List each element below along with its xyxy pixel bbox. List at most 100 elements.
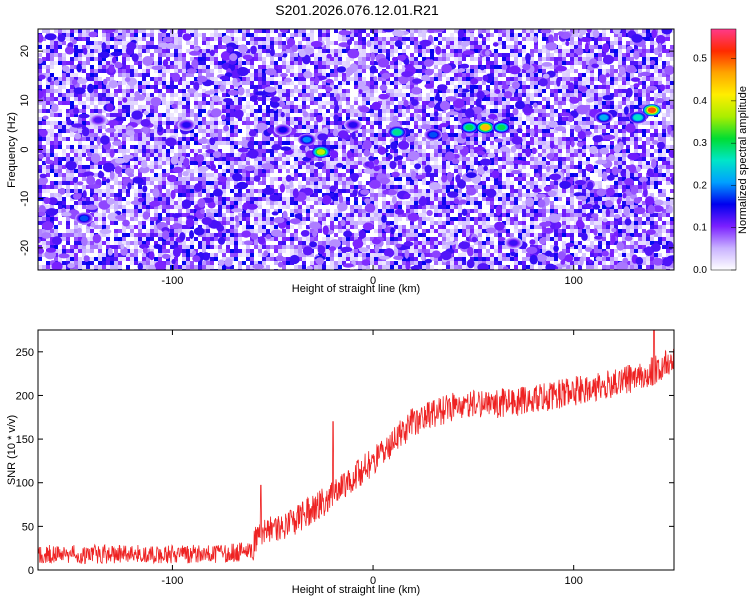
heatmap-cell [94, 57, 98, 61]
heatmap-cell [490, 177, 494, 181]
heatmap-cell [238, 129, 242, 133]
heatmap-cell [274, 85, 278, 89]
heatmap-cell [606, 101, 610, 105]
heatmap-cell [258, 121, 262, 125]
heatmap-cell [194, 37, 198, 41]
heatmap-cell [502, 73, 506, 77]
heatmap-cell [86, 105, 90, 109]
heatmap-cell [38, 165, 42, 169]
heatmap-cell [550, 93, 554, 97]
heatmap-cell [174, 165, 178, 169]
heatmap-cell [354, 149, 358, 153]
heatmap-cell [502, 89, 506, 93]
heatmap-cell [50, 125, 54, 129]
heatmap-cell [618, 105, 622, 109]
heatmap-cell [114, 113, 118, 117]
heatmap-cell [322, 117, 326, 121]
heatmap-cell [602, 129, 606, 133]
heatmap-cell [642, 61, 646, 65]
heatmap-cell [270, 81, 274, 85]
heatmap-cell [594, 169, 598, 173]
heatmap-cell [366, 93, 370, 97]
heatmap-cell [666, 157, 670, 161]
heatmap-cell [166, 121, 170, 125]
heatmap-cell [278, 85, 282, 89]
heatmap-cell [622, 121, 626, 125]
heatmap-cell [370, 73, 374, 77]
heatmap-cell [318, 177, 322, 181]
heatmap-cell [186, 41, 190, 45]
heatmap-cell [338, 105, 342, 109]
heatmap-cell [558, 181, 562, 185]
heatmap-cell [206, 77, 210, 81]
heatmap-cell [158, 145, 162, 149]
heatmap-cell [570, 41, 574, 45]
heatmap-cell [602, 81, 606, 85]
heatmap-cell [206, 37, 210, 41]
heatmap-cell [158, 77, 162, 81]
heatmap-cell [190, 189, 194, 193]
heatmap-cell [90, 137, 94, 141]
heatmap-cell [670, 105, 674, 109]
heatmap-cell [302, 69, 306, 73]
heatmap-cell [162, 177, 166, 181]
heatmap-cell [274, 53, 278, 57]
heatmap-cell [238, 153, 242, 157]
heatmap-cell [238, 165, 242, 169]
heatmap-cell [246, 177, 250, 181]
heatmap-cell [66, 109, 70, 113]
heatmap-cell [318, 53, 322, 57]
heatmap-cell [150, 37, 154, 41]
heatmap-cell [86, 93, 90, 97]
heatmap-cell [522, 93, 526, 97]
heatmap-cell [150, 117, 154, 121]
heatmap-cell [234, 185, 238, 189]
heatmap-cell [606, 185, 610, 189]
heatmap-cell [154, 145, 158, 149]
heatmap-cell [558, 57, 562, 61]
heatmap-cell [630, 137, 634, 141]
heatmap-cell [286, 93, 290, 97]
heatmap-cell [518, 165, 522, 169]
heatmap-cell [326, 165, 330, 169]
heatmap-cell [238, 117, 242, 121]
heatmap-cell [242, 137, 246, 141]
heatmap-cell [530, 77, 534, 81]
heatmap-cell [146, 157, 150, 161]
heatmap-cell [518, 117, 522, 121]
heatmap-cell [262, 85, 266, 89]
heatmap-cell [486, 65, 490, 69]
heatmap-cell [198, 85, 202, 89]
heatmap-cell [218, 69, 222, 73]
heatmap-cell [518, 41, 522, 45]
heatmap-cell [238, 141, 242, 145]
heatmap-cell [130, 137, 134, 141]
heatmap-cell [426, 57, 430, 61]
heatmap-cell [238, 161, 242, 165]
heatmap-cell [162, 181, 166, 185]
heatmap-cell [42, 137, 46, 141]
heatmap-cell [246, 173, 250, 177]
heatmap-cell [434, 101, 438, 105]
heatmap-cell [342, 161, 346, 165]
heatmap-cell [58, 45, 62, 49]
heatmap-cell [102, 37, 106, 41]
heatmap-cell [498, 29, 502, 33]
heatmap-cell [538, 57, 542, 61]
heatmap-cell [526, 173, 530, 177]
heatmap-cell [610, 149, 614, 153]
heatmap-cell [470, 117, 474, 121]
heatmap-cell [186, 169, 190, 173]
heatmap-cell [302, 101, 306, 105]
heatmap-cell [274, 161, 278, 165]
heatmap-cell [146, 141, 150, 145]
heatmap-cell [550, 117, 554, 121]
heatmap-cell [614, 37, 618, 41]
heatmap-cell [518, 65, 522, 69]
heatmap-cell [62, 137, 66, 141]
heatmap-cell [418, 117, 422, 121]
heatmap-cell [590, 73, 594, 77]
heatmap-cell [382, 161, 386, 165]
heatmap-cell [610, 93, 614, 97]
heatmap-cell [518, 181, 522, 185]
